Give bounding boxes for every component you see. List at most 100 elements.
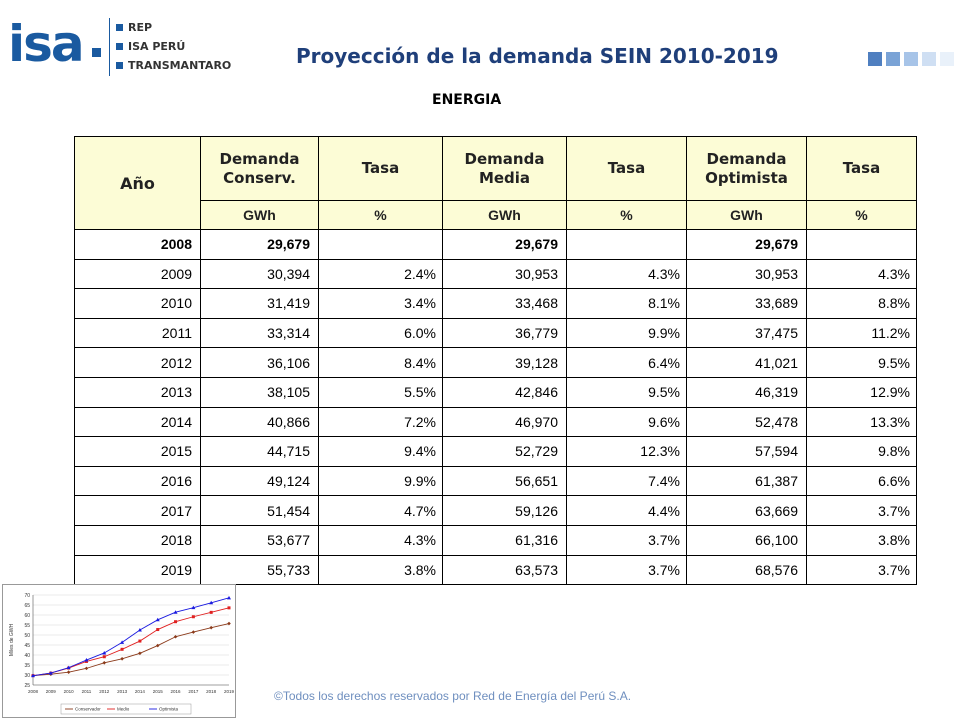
demand-cell: 37,475 xyxy=(686,317,807,349)
rate-cell: 3.8% xyxy=(806,524,917,556)
page-title: Proyección de la demanda SEIN 2010-2019 xyxy=(296,44,779,68)
data-point xyxy=(102,655,106,659)
demand-cell: 41,021 xyxy=(686,347,807,378)
brand-item-transmantaro: TRANSMANTARO xyxy=(116,56,231,75)
demand-cell: 63,573 xyxy=(442,554,567,586)
demand-chart-thumbnail: 25 30 35 40 45 50 55 60 65 70 Miles de GWH 2008 2009… xyxy=(2,584,236,718)
demand-cell: 30,953 xyxy=(442,258,567,290)
x-tick-label: 2019 xyxy=(224,689,235,694)
demand-cell: 36,779 xyxy=(442,317,567,349)
year-cell: 2009 xyxy=(74,258,201,290)
demand-cell: 51,454 xyxy=(200,495,319,526)
rate-cell: 7.2% xyxy=(318,406,443,438)
data-point xyxy=(138,639,142,643)
demand-cell: 42,846 xyxy=(442,376,567,408)
legend-box xyxy=(60,703,192,715)
header-demand-conserv: Demanda Conserv. xyxy=(200,136,319,201)
table-row: 2010 31,419 3.4% 33,468 8.1% 33,689 8.8% xyxy=(74,288,917,319)
bullet-square-icon xyxy=(116,62,123,69)
demand-cell: 53,677 xyxy=(200,524,319,556)
rate-cell xyxy=(806,229,917,260)
table-row: 2009 30,394 2.4% 30,953 4.3% 30,953 4.3% xyxy=(74,258,917,290)
isa-logo: isa REP ISA PERÚ TRANSMANTARO xyxy=(8,14,238,80)
rate-cell: 12.9% xyxy=(806,376,917,408)
table-unit-row: GWh % GWh % GWh % xyxy=(75,200,917,230)
data-point xyxy=(227,595,231,600)
demand-cell: 61,387 xyxy=(686,465,807,497)
rate-cell: 12.3% xyxy=(566,436,687,467)
demand-cell: 36,106 xyxy=(200,347,319,378)
data-point xyxy=(173,610,178,614)
year-cell: 2014 xyxy=(74,406,201,438)
demand-cell: 29,679 xyxy=(442,229,567,260)
unit-cell: GWh xyxy=(686,200,807,230)
demand-cell: 46,970 xyxy=(442,406,567,438)
rate-cell: 9.5% xyxy=(566,376,687,408)
data-point xyxy=(155,643,160,648)
copyright-footer: ©Todos los derechos reservados por Red d… xyxy=(274,689,632,703)
header-rate-media: Tasa xyxy=(566,136,687,201)
x-tick-label: 2012 xyxy=(99,689,110,694)
rate-cell: 8.4% xyxy=(318,347,443,378)
rate-cell: 2.4% xyxy=(318,258,443,290)
header-demand-media: Demanda Media xyxy=(442,136,567,201)
demand-cell: 57,594 xyxy=(686,436,807,467)
logo-dot xyxy=(92,48,101,57)
demand-cell: 49,124 xyxy=(200,465,319,497)
brand-label: REP xyxy=(128,21,153,34)
demand-cell: 33,689 xyxy=(686,288,807,319)
unit-cell: % xyxy=(806,200,917,230)
year-cell: 2017 xyxy=(74,495,201,526)
demand-cell: 55,733 xyxy=(200,554,319,586)
y-axis-label: Miles de GWH xyxy=(9,624,15,657)
table-header-row: Año Demanda Conserv. Tasa Demanda Media … xyxy=(74,136,917,230)
demand-cell: 29,679 xyxy=(200,229,319,260)
x-tick-label: 2008 xyxy=(28,689,39,694)
series-line xyxy=(32,597,230,677)
rate-cell: 3.4% xyxy=(318,288,443,319)
series-line xyxy=(32,623,230,677)
data-point xyxy=(137,628,142,632)
rate-cell: 8.8% xyxy=(806,288,917,319)
data-point xyxy=(48,671,53,675)
data-point xyxy=(66,665,71,670)
demand-cell: 52,729 xyxy=(442,436,567,467)
rate-cell: 6.6% xyxy=(806,465,917,497)
data-point xyxy=(173,634,178,639)
demand-cell: 30,953 xyxy=(686,258,807,290)
y-tick-label: 50 xyxy=(24,633,30,639)
brand-item-rep: REP xyxy=(116,18,231,37)
rate-cell: 6.4% xyxy=(566,347,687,378)
header-rate-conserv: Tasa xyxy=(318,136,443,201)
demand-cell: 29,679 xyxy=(686,229,807,260)
data-point xyxy=(120,640,125,644)
data-point xyxy=(191,630,196,634)
rate-cell: 9.5% xyxy=(806,347,917,378)
x-tick-label: 2011 xyxy=(82,689,92,694)
demand-cell: 33,468 xyxy=(442,288,567,319)
data-point xyxy=(156,628,160,632)
rate-cell: 9.8% xyxy=(806,436,917,467)
data-point xyxy=(227,606,231,610)
data-point xyxy=(209,625,213,630)
table-row: 2011 33,314 6.0% 36,779 9.9% 37,475 11.2% xyxy=(74,317,917,349)
demand-cell: 31,419 xyxy=(200,288,319,319)
demand-cell: 44,715 xyxy=(200,436,319,467)
table-row: 2015 44,715 9.4% 52,729 12.3% 57,594 9.8% xyxy=(74,436,917,467)
brand-item-isa-peru: ISA PERÚ xyxy=(116,37,231,56)
data-point xyxy=(227,621,231,626)
table-body: 2008 29,679 29,679 29,679 2009 30,394 2.4% 30,9… xyxy=(74,229,917,586)
rate-cell: 4.3% xyxy=(318,524,443,556)
rate-cell: 4.3% xyxy=(806,258,917,290)
brand-label: ISA PERÚ xyxy=(128,40,186,53)
rate-cell: 7.4% xyxy=(566,465,687,497)
decorative-squares xyxy=(868,52,954,66)
rate-cell xyxy=(318,229,443,260)
y-tick-label: 35 xyxy=(24,663,30,669)
deco-square xyxy=(868,52,882,66)
unit-cell: GWh xyxy=(442,200,567,230)
data-point xyxy=(174,620,178,624)
rate-cell: 3.7% xyxy=(806,554,917,586)
line-chart: 25 30 35 40 45 50 55 60 65 70 Miles de GWH 2008 2009… xyxy=(9,593,235,715)
demand-cell: 30,394 xyxy=(200,258,319,290)
